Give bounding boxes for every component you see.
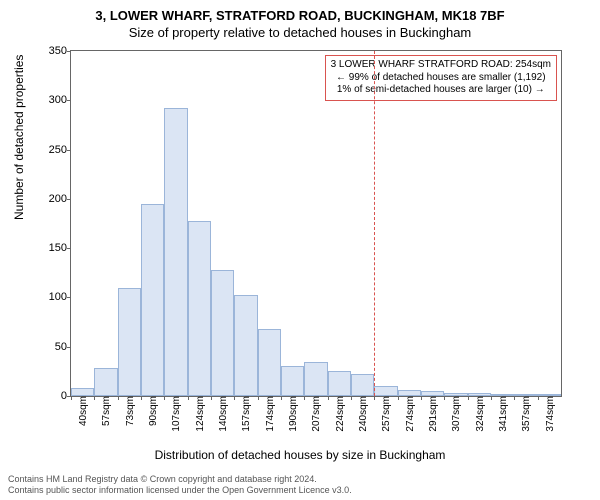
annotation-line1: 3 LOWER WHARF STRATFORD ROAD: 254sqm (331, 59, 551, 72)
footer-line2: Contains public sector information licen… (8, 485, 352, 496)
y-tick-mark (67, 100, 71, 101)
x-tick-mark (374, 396, 375, 400)
x-axis-label: Distribution of detached houses by size … (0, 448, 600, 462)
x-tick-label: 274sqm (401, 396, 416, 432)
footer-line1: Contains HM Land Registry data © Crown c… (8, 474, 352, 485)
x-tick-mark (398, 396, 399, 400)
histogram-bar (234, 295, 257, 396)
x-tick-label: 140sqm (214, 396, 229, 432)
x-tick-label: 307sqm (447, 396, 462, 432)
x-tick-label: 73sqm (121, 396, 136, 426)
y-tick-mark (67, 297, 71, 298)
histogram-bar (188, 221, 211, 396)
x-tick-mark (188, 396, 189, 400)
plot-area: 3 LOWER WHARF STRATFORD ROAD: 254sqm ← 9… (70, 50, 562, 397)
histogram-bar (71, 388, 94, 396)
x-tick-mark (258, 396, 259, 400)
chart-container: 3, LOWER WHARF, STRATFORD ROAD, BUCKINGH… (0, 0, 600, 500)
x-tick-label: 374sqm (541, 396, 556, 432)
histogram-bar (211, 270, 234, 396)
histogram-bar (118, 288, 141, 396)
histogram-bar (94, 368, 117, 396)
histogram-bar (304, 362, 327, 397)
x-tick-label: 124sqm (191, 396, 206, 432)
annotation-line3: 1% of semi-detached houses are larger (1… (331, 84, 551, 97)
x-tick-mark (444, 396, 445, 400)
reference-line (374, 51, 375, 396)
y-tick-mark (67, 248, 71, 249)
x-tick-mark (351, 396, 352, 400)
x-tick-label: 257sqm (377, 396, 392, 432)
x-tick-label: 207sqm (307, 396, 322, 432)
x-tick-mark (94, 396, 95, 400)
x-tick-label: 240sqm (354, 396, 369, 432)
histogram-bar (281, 366, 304, 396)
x-tick-label: 324sqm (471, 396, 486, 432)
y-tick-mark (67, 150, 71, 151)
x-tick-label: 357sqm (517, 396, 532, 432)
x-tick-mark (328, 396, 329, 400)
x-tick-mark (211, 396, 212, 400)
x-tick-label: 40sqm (74, 396, 89, 426)
y-axis-label: Number of detached properties (12, 55, 26, 220)
x-tick-mark (141, 396, 142, 400)
chart-title: 3, LOWER WHARF, STRATFORD ROAD, BUCKINGH… (0, 0, 600, 23)
x-tick-label: 174sqm (261, 396, 276, 432)
x-tick-mark (71, 396, 72, 400)
x-tick-mark (491, 396, 492, 400)
y-tick-mark (67, 347, 71, 348)
x-tick-mark (281, 396, 282, 400)
annotation-box: 3 LOWER WHARF STRATFORD ROAD: 254sqm ← 9… (325, 55, 557, 101)
x-tick-label: 341sqm (494, 396, 509, 432)
footer-attribution: Contains HM Land Registry data © Crown c… (8, 474, 352, 497)
y-tick-mark (67, 199, 71, 200)
histogram-bar (351, 374, 374, 396)
x-tick-mark (118, 396, 119, 400)
x-tick-label: 190sqm (284, 396, 299, 432)
x-tick-mark (468, 396, 469, 400)
x-tick-mark (514, 396, 515, 400)
x-tick-label: 57sqm (97, 396, 112, 426)
x-tick-label: 157sqm (237, 396, 252, 432)
chart-subtitle: Size of property relative to detached ho… (0, 23, 600, 40)
x-tick-mark (304, 396, 305, 400)
histogram-bar (141, 204, 164, 396)
x-tick-mark (234, 396, 235, 400)
x-tick-label: 107sqm (167, 396, 182, 432)
x-tick-label: 291sqm (424, 396, 439, 432)
histogram-bar (164, 108, 187, 396)
x-tick-mark (538, 396, 539, 400)
x-tick-mark (164, 396, 165, 400)
histogram-bar (258, 329, 281, 396)
x-tick-label: 224sqm (331, 396, 346, 432)
histogram-bar (374, 386, 397, 396)
annotation-line2: ← 99% of detached houses are smaller (1,… (331, 72, 551, 85)
y-tick-mark (67, 51, 71, 52)
x-tick-mark (421, 396, 422, 400)
histogram-bar (328, 371, 351, 396)
x-tick-label: 90sqm (144, 396, 159, 426)
